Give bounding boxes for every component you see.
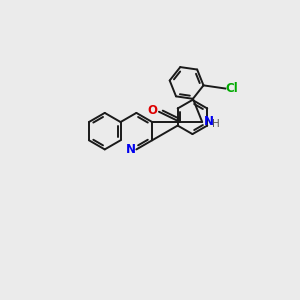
Text: H: H [212,119,220,129]
Text: Cl: Cl [226,82,238,95]
Text: O: O [148,104,158,117]
Text: N: N [126,143,136,156]
Text: N: N [204,115,214,128]
